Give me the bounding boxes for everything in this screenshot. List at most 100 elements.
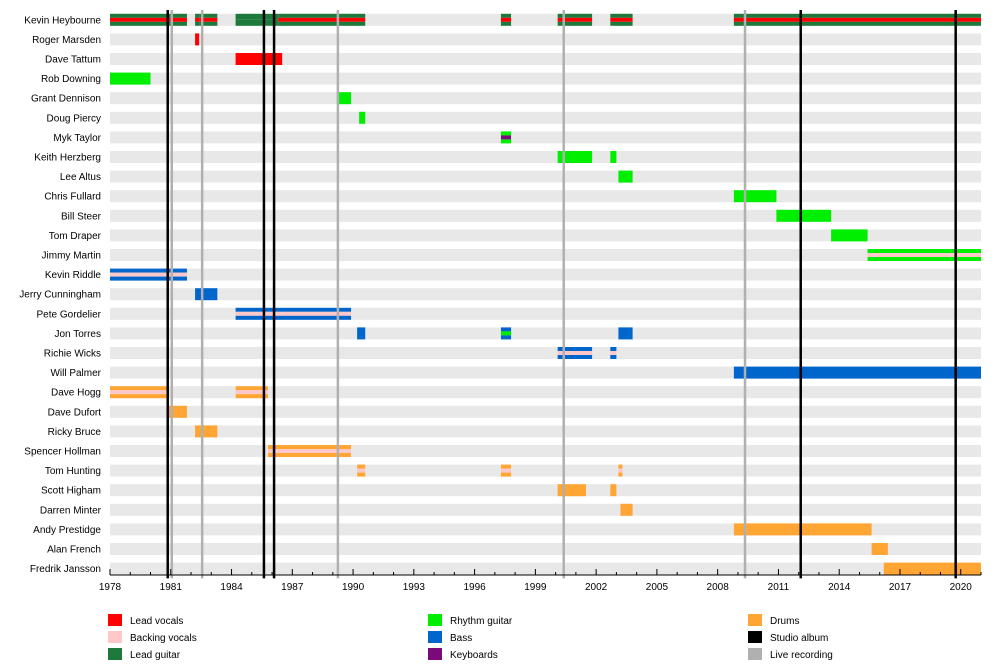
row-bg-tom-hunting — [110, 464, 981, 477]
x-tick-label-2011: 2011 — [768, 582, 790, 593]
bar-tom-hunting-0-drums-0 — [357, 464, 366, 469]
legend-swatch-bass — [428, 631, 442, 643]
member-label-rob-downing: Rob Downing — [41, 74, 101, 85]
bar-jimmy-martin-0-rhythm-guitar-0 — [867, 249, 981, 253]
member-label-dave-dufort: Dave Dufort — [48, 407, 102, 418]
bar-dave-hogg-1-backing-vocals-1 — [235, 390, 268, 395]
bar-kevin-heybourne-5-lead-vocals-1 — [500, 17, 512, 22]
bar-ricky-bruce-0-drums-0 — [195, 425, 218, 438]
member-label-keith-herzberg: Keith Herzberg — [34, 153, 101, 164]
bar-tom-hunting-1-drums-0 — [500, 464, 512, 469]
bar-tom-draper-0-rhythm-guitar-0 — [831, 229, 868, 242]
row-backgrounds — [110, 13, 981, 575]
bar-kevin-riddle-0-bass-2 — [110, 276, 187, 281]
bar-lee-altus-0-rhythm-guitar-0 — [618, 170, 633, 183]
bar-kevin-heybourne-0-lead-guitar-2 — [110, 21, 187, 26]
bar-richie-wicks-0-bass-2 — [557, 355, 593, 359]
bar-kevin-heybourne-2-lead-guitar-2 — [199, 21, 218, 26]
legend-label-lead-vocals: Lead vocals — [130, 616, 183, 627]
member-label-roger-marsden: Roger Marsden — [32, 35, 101, 46]
bar-richie-wicks-1-backing-vocals-1 — [610, 351, 617, 355]
bar-kevin-heybourne-8-lead-vocals-1 — [733, 17, 981, 22]
bar-myk-taylor-0-rhythm-guitar-0 — [500, 131, 512, 136]
legend-swatch-lead-vocals — [108, 614, 122, 626]
row-bg-jerry-cunningham — [110, 288, 981, 301]
bar-tom-hunting-1-drums-2 — [500, 472, 512, 477]
x-tick-label-2017: 2017 — [889, 582, 912, 593]
member-label-darren-minter: Darren Minter — [40, 505, 102, 516]
legend-swatch-rhythm-guitar — [428, 614, 442, 626]
member-label-andy-prestidge: Andy Prestidge — [33, 525, 101, 536]
x-tick-label-1978: 1978 — [99, 582, 122, 593]
bar-kevin-heybourne-5-lead-guitar-0 — [500, 13, 512, 18]
legend-swatch-studio-album — [748, 631, 762, 643]
bar-kevin-heybourne-3-lead-guitar-0 — [235, 13, 279, 20]
x-tick-label-1990: 1990 — [342, 582, 365, 593]
member-label-kevin-riddle: Kevin Riddle — [45, 270, 102, 281]
legend-label-bass: Bass — [450, 633, 472, 644]
bar-roger-marsden-0-lead-vocals-0 — [195, 33, 200, 46]
member-label-tom-hunting: Tom Hunting — [45, 466, 101, 477]
x-tick-label-1999: 1999 — [524, 582, 547, 593]
bar-kevin-heybourne-4-lead-guitar-0 — [278, 13, 366, 18]
x-tick-label-1993: 1993 — [403, 582, 426, 593]
row-bg-richie-wicks — [110, 347, 981, 359]
row-bg-dave-dufort — [110, 405, 981, 418]
legend-label-keyboards: Keyboards — [450, 650, 498, 661]
member-label-scott-higham: Scott Higham — [41, 486, 101, 497]
bar-spencer-hollman-0-drums-2 — [267, 453, 352, 457]
bar-pete-gordelier-0-backing-vocals-1 — [235, 311, 352, 316]
member-label-richie-wicks: Richie Wicks — [44, 349, 101, 360]
row-bg-jon-torres — [110, 327, 981, 340]
bar-kevin-heybourne-8-lead-guitar-0 — [733, 13, 981, 18]
legend-swatch-drums — [748, 614, 762, 626]
legend-swatch-lead-guitar — [108, 648, 122, 660]
bar-spencer-hollman-0-drums-0 — [267, 445, 352, 449]
member-label-grant-dennison: Grant Dennison — [31, 94, 101, 105]
bar-richie-wicks-1-bass-0 — [610, 347, 617, 351]
legend-label-backing-vocals: Backing vocals — [130, 633, 197, 644]
membership-bars — [110, 13, 981, 575]
row-bg-tom-draper — [110, 229, 981, 242]
album-lines — [166, 10, 957, 579]
member-label-alan-french: Alan French — [47, 545, 101, 556]
member-label-spencer-hollman: Spencer Hollman — [24, 447, 101, 458]
row-bg-kevin-heybourne — [110, 13, 981, 26]
bar-myk-taylor-0-keyboards-1 — [500, 135, 512, 140]
legend: Lead vocals Backing vocals Lead guitar Rhyt… — [108, 614, 833, 661]
bar-richie-wicks-0-backing-vocals-1 — [557, 351, 593, 355]
row-bg-dave-hogg — [110, 386, 981, 399]
row-bg-bill-steer — [110, 209, 981, 222]
bar-jimmy-martin-0-rhythm-guitar-2 — [867, 257, 981, 261]
x-tick-label-2014: 2014 — [828, 582, 851, 593]
row-bg-rob-downing — [110, 72, 981, 85]
bar-jimmy-martin-0-backing-vocals-1 — [867, 253, 981, 257]
bar-andy-prestidge-0-drums-0 — [733, 523, 872, 536]
member-label-fredrik-jansson: Fredrik Jansson — [30, 564, 101, 575]
bar-kevin-riddle-0-backing-vocals-1 — [110, 272, 187, 277]
member-label-lee-altus: Lee Altus — [60, 172, 101, 183]
legend-swatch-backing-vocals — [108, 631, 122, 643]
bar-kevin-heybourne-0-lead-guitar-0 — [110, 13, 187, 18]
bar-tom-hunting-2-backing-vocals-1 — [618, 468, 623, 473]
bar-dave-dufort-0-drums-0 — [168, 405, 187, 418]
legend-swatch-live-recording — [748, 648, 762, 660]
member-label-ricky-bruce: Ricky Bruce — [48, 427, 102, 438]
bar-scott-higham-0-drums-0 — [557, 484, 587, 497]
row-bg-chris-fullard — [110, 190, 981, 203]
bar-jon-torres-2-bass-0 — [618, 327, 633, 340]
bar-kevin-heybourne-4-lead-guitar-2 — [278, 21, 366, 26]
member-label-myk-taylor: Myk Taylor — [53, 133, 101, 144]
bar-chris-fullard-0-rhythm-guitar-0 — [733, 190, 777, 203]
bar-kevin-heybourne-1-lead-vocals-1 — [195, 17, 200, 22]
bar-kevin-heybourne-7-lead-guitar-0 — [610, 13, 633, 18]
bar-kevin-heybourne-3-lead-guitar-1 — [235, 19, 279, 26]
row-bg-jimmy-martin — [110, 249, 981, 261]
bar-myk-taylor-0-rhythm-guitar-2 — [500, 139, 512, 144]
member-label-will-palmer: Will Palmer — [50, 368, 101, 379]
bar-fredrik-jansson-0-drums-0 — [883, 562, 981, 575]
row-bg-ricky-bruce — [110, 425, 981, 438]
x-tick-label-2020: 2020 — [950, 582, 973, 593]
bar-kevin-heybourne-1-lead-guitar-0 — [195, 13, 200, 18]
row-bg-fredrik-jansson — [110, 562, 981, 575]
